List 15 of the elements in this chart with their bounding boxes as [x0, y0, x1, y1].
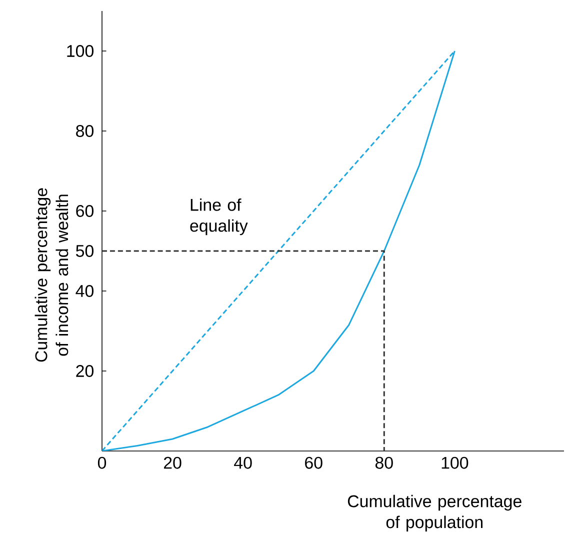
y-tick-label: 40: [76, 284, 94, 297]
x-tick-label: 20: [164, 456, 182, 469]
y-tick-label: 60: [76, 204, 94, 217]
series-label: Line of equality: [190, 198, 248, 236]
y-tick-label: 20: [76, 364, 94, 377]
x-tick-label: 0: [98, 456, 106, 469]
x-tick-label: 80: [375, 456, 393, 469]
x-axis-title: Cumulative percentage of population: [348, 494, 522, 532]
y-tick-label: 50: [76, 244, 94, 257]
x-tick-label: 100: [442, 456, 468, 469]
x-tick-label: 60: [305, 456, 322, 469]
y-tick-label: 100: [67, 44, 94, 57]
x-tick-label: 40: [234, 456, 252, 469]
y-axis-title: Cumulative percentage of income and wealth: [34, 188, 68, 362]
y-tick-label: 80: [76, 124, 94, 137]
